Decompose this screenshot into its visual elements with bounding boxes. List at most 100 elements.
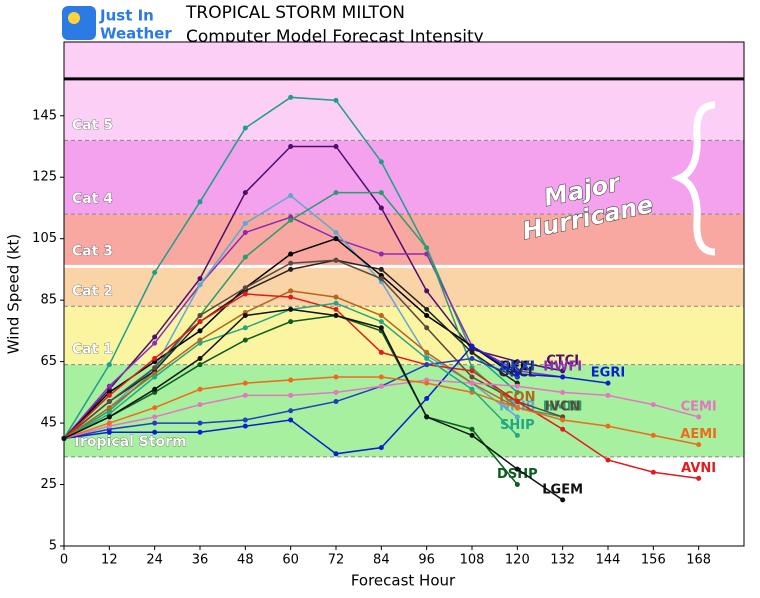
- x-tick-label: 84: [373, 553, 390, 568]
- data-point: [424, 288, 430, 294]
- data-point: [61, 435, 67, 441]
- category-band: [64, 214, 744, 267]
- x-tick-label: 120: [505, 553, 530, 568]
- category-band: [64, 306, 744, 365]
- series-label: CEMI: [681, 399, 717, 414]
- data-point: [469, 343, 475, 349]
- data-point: [378, 205, 384, 211]
- data-point: [560, 417, 566, 423]
- data-point: [288, 288, 294, 294]
- data-point: [242, 190, 248, 196]
- data-point: [106, 414, 112, 420]
- series-line: [63, 259, 563, 440]
- data-point: [197, 386, 203, 392]
- data-point: [333, 257, 339, 263]
- data-point: [333, 313, 339, 319]
- data-point: [378, 374, 384, 380]
- series-label: LGEM: [542, 482, 583, 497]
- data-point: [378, 445, 384, 451]
- data-point: [242, 230, 248, 236]
- x-tick-label: 48: [237, 553, 254, 568]
- data-point: [242, 220, 248, 226]
- data-point: [152, 269, 158, 275]
- data-point: [696, 475, 702, 481]
- data-point: [650, 469, 656, 475]
- data-point: [378, 325, 384, 331]
- data-point: [605, 392, 611, 398]
- data-point: [242, 125, 248, 131]
- x-tick-label: 0: [60, 553, 68, 568]
- data-point: [424, 313, 430, 319]
- y-tick-label: 65: [40, 354, 57, 369]
- data-point: [560, 368, 566, 374]
- category-band: [64, 266, 744, 307]
- data-point: [288, 193, 294, 199]
- data-point: [288, 94, 294, 100]
- data-point: [197, 313, 203, 319]
- y-tick-label: 5: [49, 539, 57, 554]
- y-tick-label: 85: [40, 293, 57, 308]
- data-point: [696, 442, 702, 448]
- data-point: [560, 389, 566, 395]
- data-point: [152, 356, 158, 362]
- data-point: [152, 405, 158, 411]
- data-point: [333, 300, 339, 306]
- data-point: [242, 325, 248, 331]
- data-point: [605, 457, 611, 463]
- data-point: [333, 236, 339, 242]
- data-point: [197, 319, 203, 325]
- data-point: [197, 356, 203, 362]
- data-point: [242, 313, 248, 319]
- data-point: [469, 432, 475, 438]
- logo-sun: [68, 12, 80, 24]
- data-point: [424, 362, 430, 368]
- data-point: [333, 143, 339, 149]
- data-point: [378, 266, 384, 272]
- series-label: HWFI: [543, 359, 582, 374]
- data-point: [152, 334, 158, 340]
- series-label: AVNI: [681, 461, 716, 476]
- series-label: EGRI: [591, 366, 625, 381]
- data-point: [288, 266, 294, 272]
- x-axis-label: Forecast Hour: [351, 572, 456, 590]
- y-tick-label: 45: [40, 416, 57, 431]
- data-point: [469, 426, 475, 432]
- series-label: CTCI: [546, 353, 579, 368]
- data-point: [197, 276, 203, 282]
- series-line: [63, 191, 563, 440]
- data-point: [514, 371, 520, 377]
- data-point: [242, 285, 248, 291]
- data-point: [514, 432, 520, 438]
- logo-text: Weather: [100, 25, 172, 43]
- x-tick-label: 36: [192, 553, 209, 568]
- data-point: [333, 97, 339, 103]
- data-point: [514, 389, 520, 395]
- data-point: [288, 294, 294, 300]
- data-point: [333, 389, 339, 395]
- data-point: [469, 368, 475, 374]
- data-point: [288, 143, 294, 149]
- data-point: [333, 399, 339, 405]
- data-point: [242, 392, 248, 398]
- series-label: HMNI: [543, 399, 583, 414]
- data-point: [333, 306, 339, 312]
- data-point: [424, 349, 430, 355]
- data-point: [333, 190, 339, 196]
- series-label: DSHP: [497, 467, 538, 482]
- data-point: [288, 377, 294, 383]
- series-line: [63, 308, 564, 501]
- data-point: [288, 306, 294, 312]
- chart-title: TROPICAL STORM MILTON: [185, 3, 405, 23]
- data-point: [197, 199, 203, 205]
- x-tick-label: 60: [282, 553, 299, 568]
- data-point: [242, 380, 248, 386]
- data-point: [197, 340, 203, 346]
- data-point: [106, 383, 112, 389]
- x-tick-label: 96: [418, 553, 435, 568]
- data-point: [288, 408, 294, 414]
- data-point: [152, 374, 158, 380]
- data-point: [514, 383, 520, 389]
- x-tick-label: 156: [641, 553, 666, 568]
